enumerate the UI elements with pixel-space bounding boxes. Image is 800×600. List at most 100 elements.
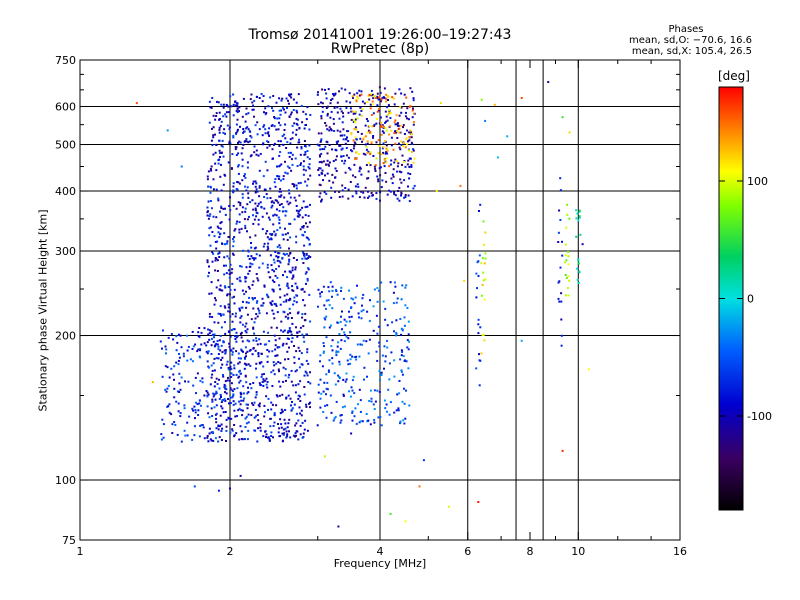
- data-point: [230, 361, 233, 364]
- data-point: [369, 130, 371, 133]
- data-point: [335, 354, 338, 357]
- data-point: [379, 166, 382, 169]
- data-point: [280, 109, 283, 112]
- data-point: [191, 360, 194, 363]
- data-point: [248, 296, 250, 299]
- data-point: [479, 203, 482, 206]
- data-point: [319, 360, 321, 363]
- data-point: [384, 355, 387, 358]
- data-point: [223, 383, 226, 386]
- data-point: [222, 341, 225, 344]
- data-point: [366, 142, 369, 145]
- data-point: [349, 168, 352, 171]
- data-point: [233, 424, 236, 426]
- data-point: [561, 449, 564, 452]
- phases-stats: Phases mean, sd,O: −70.6, 16.6 mean, sd,…: [560, 24, 752, 57]
- data-point: [350, 110, 353, 113]
- data-point: [361, 297, 364, 300]
- data-point: [361, 420, 364, 423]
- data-point: [406, 346, 409, 349]
- data-point: [332, 94, 335, 97]
- data-point: [412, 149, 415, 152]
- data-point: [568, 131, 571, 134]
- data-point: [220, 405, 223, 408]
- data-point: [209, 213, 212, 216]
- data-point: [235, 373, 238, 376]
- data-point: [342, 297, 345, 300]
- data-point: [212, 126, 215, 129]
- data-point: [561, 116, 564, 119]
- data-point: [282, 175, 285, 178]
- data-point: [231, 252, 234, 255]
- data-point: [346, 154, 348, 157]
- data-point: [266, 230, 269, 233]
- data-point: [191, 407, 194, 410]
- data-point: [567, 287, 569, 289]
- data-point: [307, 166, 310, 169]
- data-point: [271, 107, 273, 110]
- data-point: [348, 316, 351, 319]
- data-point: [285, 252, 288, 255]
- data-point: [241, 206, 244, 209]
- data-point: [384, 152, 387, 155]
- data-point: [380, 126, 383, 128]
- data-point: [302, 165, 305, 168]
- data-point: [234, 315, 237, 318]
- data-point: [376, 97, 379, 100]
- data-point: [192, 409, 195, 412]
- y-tick-label: 600: [55, 101, 76, 114]
- y-tick-label: 300: [55, 245, 76, 258]
- data-point: [325, 124, 328, 127]
- data-point: [276, 245, 279, 248]
- data-point: [213, 369, 216, 372]
- data-point: [197, 331, 200, 334]
- data-point: [294, 384, 297, 387]
- data-point: [288, 94, 291, 97]
- data-point: [287, 203, 290, 206]
- data-point: [305, 253, 308, 256]
- data-point: [196, 372, 199, 375]
- data-point: [229, 387, 232, 390]
- data-point: [246, 126, 249, 129]
- data-point: [280, 423, 283, 426]
- data-point: [219, 284, 222, 287]
- data-point: [245, 138, 248, 140]
- data-point: [395, 114, 398, 117]
- data-point: [237, 362, 240, 365]
- data-point: [366, 177, 369, 180]
- data-point: [220, 314, 222, 317]
- data-point: [251, 283, 254, 286]
- data-point: [395, 131, 398, 134]
- data-point: [345, 372, 348, 375]
- data-point: [484, 252, 487, 255]
- data-point: [208, 338, 211, 341]
- data-point: [367, 196, 369, 199]
- data-point: [400, 140, 403, 143]
- data-point: [196, 350, 199, 353]
- data-point: [389, 401, 392, 404]
- data-point: [382, 131, 385, 134]
- data-point: [308, 221, 311, 224]
- data-point: [307, 381, 310, 383]
- data-point: [283, 108, 285, 111]
- data-point: [267, 408, 269, 411]
- data-point: [332, 93, 335, 95]
- data-point: [208, 366, 211, 369]
- data-point: [251, 297, 254, 300]
- data-point: [237, 181, 240, 184]
- data-point: [216, 240, 219, 243]
- data-point: [380, 186, 383, 189]
- data-point: [272, 258, 275, 261]
- data-point: [566, 276, 568, 279]
- data-point: [208, 292, 211, 295]
- data-point: [256, 121, 259, 124]
- data-point: [317, 383, 320, 386]
- data-point: [304, 206, 307, 209]
- data-point: [250, 255, 253, 258]
- data-point: [251, 402, 253, 405]
- data-point: [369, 153, 372, 156]
- data-point: [259, 152, 262, 155]
- data-point: [373, 95, 375, 98]
- data-point: [345, 378, 348, 381]
- data-point: [288, 247, 290, 250]
